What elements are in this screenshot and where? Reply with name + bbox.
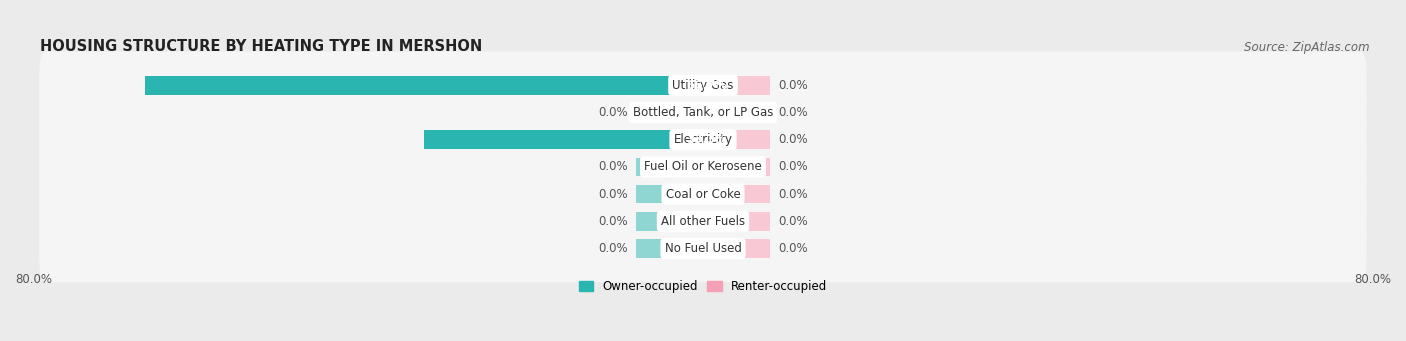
FancyBboxPatch shape <box>39 160 1367 228</box>
Text: 0.0%: 0.0% <box>779 215 808 228</box>
FancyBboxPatch shape <box>39 215 1367 282</box>
Text: 0.0%: 0.0% <box>779 79 808 92</box>
Text: 0.0%: 0.0% <box>779 160 808 174</box>
Text: 0.0%: 0.0% <box>598 160 627 174</box>
Text: Coal or Coke: Coal or Coke <box>665 188 741 201</box>
Text: 0.0%: 0.0% <box>598 215 627 228</box>
Bar <box>425 131 703 149</box>
Text: HOUSING STRUCTURE BY HEATING TYPE IN MERSHON: HOUSING STRUCTURE BY HEATING TYPE IN MER… <box>41 39 482 54</box>
Bar <box>636 239 703 258</box>
Legend: Owner-occupied, Renter-occupied: Owner-occupied, Renter-occupied <box>574 276 832 298</box>
Text: 66.7%: 66.7% <box>686 79 727 92</box>
Bar <box>703 76 770 94</box>
Bar <box>145 76 703 94</box>
FancyBboxPatch shape <box>39 133 1367 201</box>
Text: 0.0%: 0.0% <box>779 106 808 119</box>
Text: Bottled, Tank, or LP Gas: Bottled, Tank, or LP Gas <box>633 106 773 119</box>
Text: 33.3%: 33.3% <box>686 133 727 146</box>
Text: 0.0%: 0.0% <box>779 133 808 146</box>
Text: No Fuel Used: No Fuel Used <box>665 242 741 255</box>
Text: Electricity: Electricity <box>673 133 733 146</box>
FancyBboxPatch shape <box>39 51 1367 119</box>
Text: 0.0%: 0.0% <box>779 242 808 255</box>
Text: 0.0%: 0.0% <box>598 188 627 201</box>
FancyBboxPatch shape <box>39 79 1367 146</box>
FancyBboxPatch shape <box>39 188 1367 255</box>
Bar <box>703 131 770 149</box>
Bar <box>636 103 703 122</box>
Text: Source: ZipAtlas.com: Source: ZipAtlas.com <box>1244 41 1369 54</box>
Bar <box>703 158 770 176</box>
Text: Fuel Oil or Kerosene: Fuel Oil or Kerosene <box>644 160 762 174</box>
Bar <box>636 212 703 231</box>
Bar <box>703 103 770 122</box>
Bar <box>703 212 770 231</box>
Text: 0.0%: 0.0% <box>598 106 627 119</box>
Text: All other Fuels: All other Fuels <box>661 215 745 228</box>
Text: Utility Gas: Utility Gas <box>672 79 734 92</box>
Text: 0.0%: 0.0% <box>598 242 627 255</box>
Bar <box>636 185 703 203</box>
Text: 0.0%: 0.0% <box>779 188 808 201</box>
Bar <box>703 185 770 203</box>
FancyBboxPatch shape <box>39 106 1367 174</box>
Bar <box>636 158 703 176</box>
Bar <box>703 239 770 258</box>
